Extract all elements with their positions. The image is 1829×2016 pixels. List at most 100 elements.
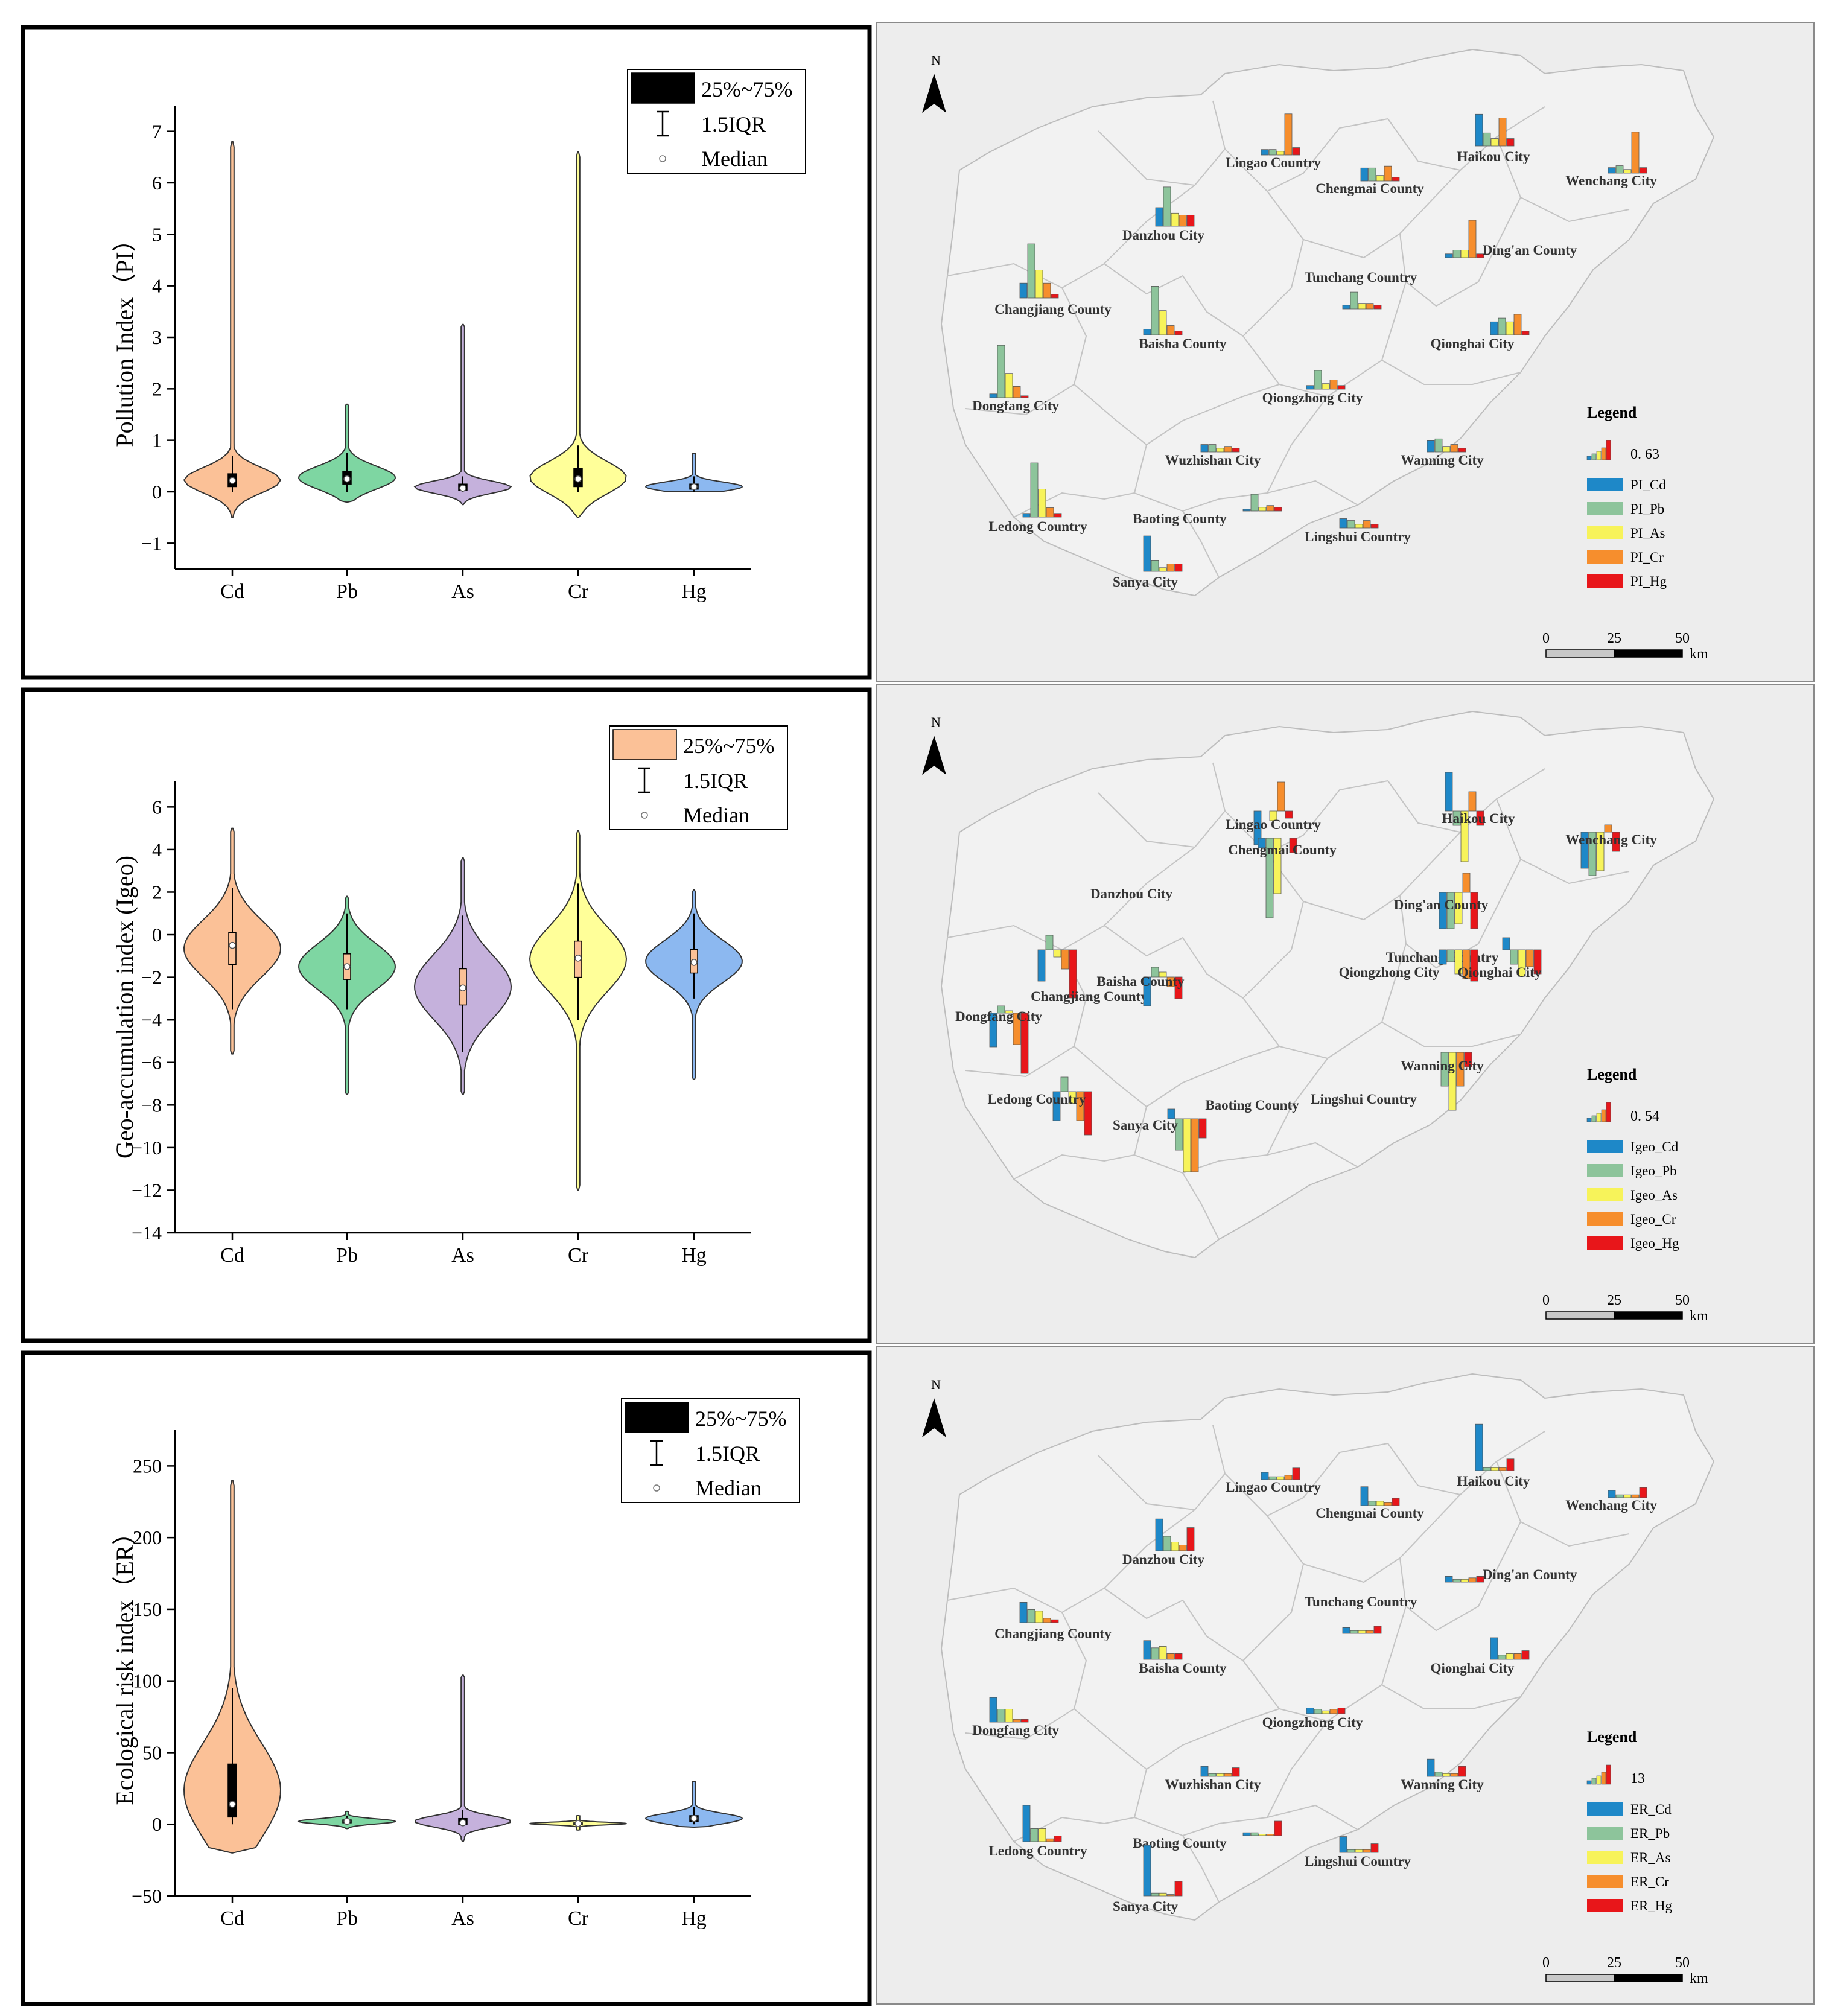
legend-swatch xyxy=(1587,1164,1623,1177)
median-dot xyxy=(343,963,351,970)
legend-series-label: ER_Cr xyxy=(1630,1874,1669,1889)
county-bar xyxy=(1273,838,1282,894)
county-bar xyxy=(1060,1076,1069,1092)
county-bar xyxy=(1460,1579,1469,1583)
median-dot xyxy=(574,955,582,962)
scale-bar-right xyxy=(1614,649,1683,658)
district-boundary xyxy=(1381,1684,1521,1709)
county-label: Lingao Country xyxy=(1226,155,1321,170)
map-legend: Legend 0. 54 Igeo_Cd Igeo_Pb Igeo_As Igeo_Cr I… xyxy=(1586,1066,1679,1251)
county-bar xyxy=(989,1697,997,1723)
county-bar xyxy=(1464,1052,1472,1067)
county-bar xyxy=(997,1708,1005,1723)
district-boundary xyxy=(1224,780,1388,854)
y-tick-label: −10 xyxy=(132,1137,162,1159)
legend-series-label: ER_Cd xyxy=(1630,1802,1672,1817)
county-bar xyxy=(1069,949,1077,999)
county-bar xyxy=(1166,976,1175,987)
county-bar xyxy=(1289,838,1297,853)
county-bar xyxy=(1506,1653,1514,1660)
scale-unit-label: km xyxy=(1690,1971,1708,1986)
county-ledong-country: Ledong Country xyxy=(989,462,1087,534)
violin-Cr: Cr xyxy=(529,1815,627,1930)
county-bar xyxy=(1005,1708,1013,1723)
county-baoting-county: Baoting County xyxy=(1133,494,1282,526)
county-label: Wenchang City xyxy=(1565,173,1657,188)
legend-series-label: Igeo_Cd xyxy=(1630,1139,1679,1154)
violin-legend: 25%~75% 1.5IQR Median xyxy=(609,725,788,830)
legend-title: Legend xyxy=(1587,1728,1637,1746)
map-legend: Legend 0. 63 PI_Cd PI_Pb PI_As PI_Cr PI_Hg xyxy=(1586,404,1667,589)
county-label: Ledong Country xyxy=(989,1843,1087,1859)
legend-swatch xyxy=(1587,574,1623,588)
county-bar xyxy=(1284,1475,1293,1480)
y-tick-label: −6 xyxy=(141,1052,162,1073)
county-bar xyxy=(1445,253,1453,258)
x-tick-label: Cd xyxy=(220,1907,244,1930)
county-bar xyxy=(1200,1766,1209,1777)
legend-swatch xyxy=(1587,502,1623,515)
district-boundary xyxy=(947,1509,1195,1614)
county-bar xyxy=(1151,560,1159,572)
district-boundary xyxy=(1242,1515,1305,1661)
county-bar xyxy=(1019,1601,1028,1623)
county-bar xyxy=(1174,564,1183,572)
district-boundary xyxy=(1074,1708,1280,1770)
violin-body xyxy=(529,151,627,518)
county-wuzhishan-city: Wuzhishan City xyxy=(1165,1766,1261,1792)
county-bar xyxy=(1274,1820,1282,1836)
violin-panel-igeo: −14 −12 −10 −8 −6 −4 −2 0 2 4 6 Geo-accumulation in… xyxy=(21,687,872,1343)
county-bar xyxy=(997,345,1005,398)
county-bar xyxy=(1159,1646,1167,1660)
violin-Cd: Cd xyxy=(183,1480,282,1930)
district-boundary xyxy=(1303,832,1461,921)
county-bar xyxy=(1596,832,1605,871)
county-bar xyxy=(1314,1709,1322,1714)
county-bar xyxy=(1027,243,1035,299)
north-arrow-shape xyxy=(922,736,946,775)
county-bar xyxy=(1475,113,1483,147)
county-bar xyxy=(1442,1773,1451,1777)
y-tick-label: −14 xyxy=(132,1222,162,1244)
median-dot xyxy=(229,941,236,949)
legend-median-label: Median xyxy=(701,147,768,171)
county-bar xyxy=(1445,1576,1453,1583)
county-bar xyxy=(1373,305,1382,310)
legend-median-label: Median xyxy=(683,803,749,827)
legend-scale-bar xyxy=(1586,1118,1592,1122)
county-label: Chengmai County xyxy=(1315,1506,1424,1521)
county-bar xyxy=(1035,270,1043,299)
district-boundary xyxy=(1013,1154,1135,1180)
county-bar xyxy=(1200,444,1209,453)
county-bar xyxy=(1013,386,1021,398)
county-label: Haikou City xyxy=(1457,149,1530,164)
legend-series-label: ER_Pb xyxy=(1630,1826,1670,1841)
scale-tick-label: 50 xyxy=(1675,631,1690,646)
legend-series-label: Igeo_Pb xyxy=(1630,1163,1677,1178)
x-tick-label: As xyxy=(451,1907,474,1930)
county-bar xyxy=(1615,1494,1624,1498)
north-arrow-icon: N xyxy=(922,714,946,775)
county-bar xyxy=(1186,214,1195,227)
county-wanning-city: Wanning City xyxy=(1401,1052,1484,1111)
legend-swatch xyxy=(1587,1236,1623,1250)
county-bar xyxy=(1604,824,1612,833)
x-tick-label: Hg xyxy=(681,580,707,603)
violin-Pb: Pb xyxy=(298,403,396,603)
county-qiongzhong-city: Qiongzhong City xyxy=(1262,1707,1363,1730)
county-haikou-city: Haikou City xyxy=(1457,1423,1530,1489)
median-dot xyxy=(343,1817,351,1825)
county-label: Tunchang Country xyxy=(1305,270,1417,285)
county-ledong-country: Ledong Country xyxy=(988,1076,1092,1136)
map-legend: Legend 13 ER_Cd ER_Pb ER_As ER_Cr ER_Hg xyxy=(1586,1728,1673,1913)
legend-scale-label: 13 xyxy=(1630,1771,1645,1787)
county-bar xyxy=(1198,1118,1207,1139)
county-label: Qiongzhong City xyxy=(1339,965,1440,980)
county-bar xyxy=(1355,524,1363,529)
county-bar xyxy=(1513,1653,1522,1660)
county-bar xyxy=(1370,524,1379,529)
county-label: Haikou City xyxy=(1442,811,1515,826)
district-boundary xyxy=(1182,1835,1220,1903)
county-bar xyxy=(1623,1494,1632,1498)
